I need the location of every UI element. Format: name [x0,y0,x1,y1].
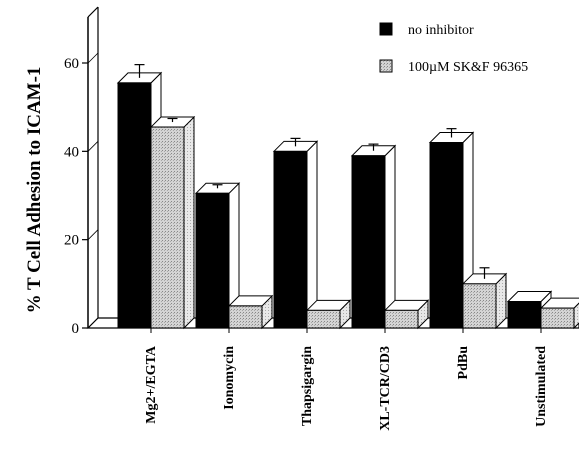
category-label-3: XL-TCR/CD3 [378,346,393,431]
bar-front [462,283,497,329]
bar-side [183,115,195,330]
y-tick-depth-20 [87,229,99,240]
category-labels: Mg2+/EGTA Ionomycin Thapsigargin XL-TCR/CD3… [144,345,549,431]
bar-front [429,142,464,329]
legend: no inhibitor 100µM SK&F 96365 [379,22,528,75]
legend-swatch-no-inhibitor [379,22,393,36]
bar-front [195,192,230,329]
legend-label-skf-96365: 100µM SK&F 96365 [408,60,528,75]
bar-front [507,301,542,329]
bar-front [273,150,308,329]
y-tick-label-0: 0 [72,321,80,337]
bar-3-1 [383,299,430,330]
legend-label-no-inhibitor: no inhibitor [408,23,474,38]
bar-front [117,82,152,329]
bar-front [540,307,575,329]
category-label-2: Thapsigargin [300,346,315,426]
bar-front [228,305,263,329]
y-axis-label: % T Cell Adhesion to ICAM-1 [24,67,45,314]
bar-front [384,309,419,329]
category-label-0: Mg2+/EGTA [144,345,159,424]
y-axis-top-edge [87,6,99,18]
bar-4-1 [461,267,508,330]
bars-group [116,64,579,330]
bar-side [384,144,396,330]
legend-swatch-skf-96365 [379,59,393,73]
y-tick-label-60: 60 [64,56,79,72]
bar-3-0 [350,143,397,330]
bar-2-1 [305,299,352,330]
bar-side [306,140,318,330]
y-tick-depth-40 [87,141,99,152]
bar-front [150,126,185,329]
category-label-5: Unstimulated [534,346,549,427]
bar-1-1 [227,294,274,330]
bar-front [351,155,386,329]
y-tick-label-40: 40 [64,144,79,160]
bar-front [306,309,341,329]
category-label-1: Ionomycin [222,346,237,410]
category-label-4: PdBu [456,346,471,380]
y-tick-depth-60 [87,52,99,64]
bar-5-1 [539,297,579,330]
y-tick-depth-0 [87,317,99,329]
bar-0-1 [149,115,196,330]
bar-4-0 [428,128,475,330]
bar-1-0 [194,182,241,330]
y-tick-label-20: 20 [64,233,79,249]
bar-2-0 [272,137,319,330]
